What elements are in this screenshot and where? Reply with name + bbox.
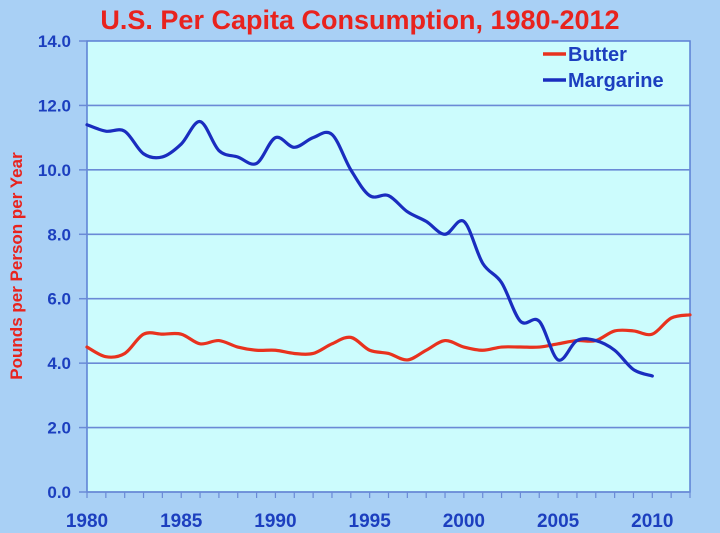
x-tick-label: 1980 — [66, 511, 108, 532]
y-axis-label: Pounds per Person per Year — [7, 152, 26, 380]
margarine-line — [85, 119, 654, 378]
x-axis-ticks: 1980 1985 1990 1995 2000 2005 2010 — [66, 491, 691, 532]
y-tick-label: 0.0 — [47, 483, 71, 502]
butter-legend-label: Butter — [568, 44, 627, 66]
legend: Butter Margarine — [543, 44, 664, 92]
x-tick-label: 2005 — [537, 511, 580, 532]
x-tick-label: 2000 — [443, 511, 485, 532]
y-tick-label: 2.0 — [47, 419, 71, 438]
y-axis-ticks: 0.0 2.0 4.0 6.0 8.0 10.0 12.0 14.0 — [38, 32, 87, 502]
y-tick-label: 8.0 — [47, 225, 71, 244]
x-tick-label: 1990 — [254, 511, 296, 532]
y-tick-label: 14.0 — [38, 32, 71, 51]
y-tick-label: 6.0 — [47, 290, 71, 309]
x-tick-label: 2010 — [631, 511, 673, 532]
plot-area — [86, 40, 691, 493]
series-lines — [85, 119, 692, 378]
y-tick-label: 12.0 — [38, 96, 71, 115]
chart-title: U.S. Per Capita Consumption, 1980-2012 — [100, 5, 619, 35]
x-tick-label: 1985 — [160, 511, 203, 532]
butter-line — [85, 313, 692, 362]
y-tick-label: 4.0 — [47, 354, 71, 373]
y-tick-label: 10.0 — [38, 161, 71, 180]
margarine-legend-label: Margarine — [568, 70, 664, 92]
gridlines — [87, 104, 690, 429]
x-tick-label: 1995 — [349, 511, 392, 532]
